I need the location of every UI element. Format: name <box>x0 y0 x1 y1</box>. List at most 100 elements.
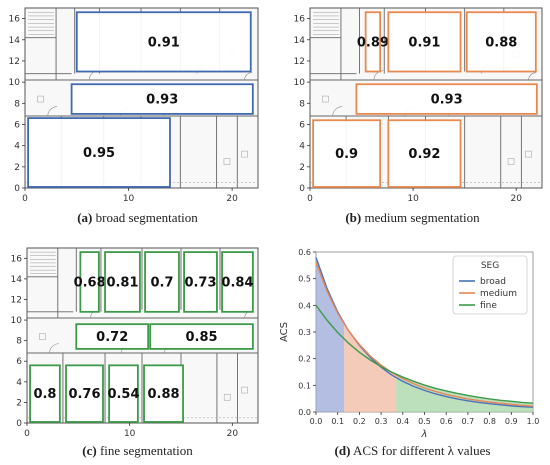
x-tick-label: 0.0 <box>310 417 323 426</box>
caption-a-text: broad segmentation <box>95 210 198 225</box>
y-tick-label: 12 <box>294 57 305 67</box>
x-tick-label: 0.9 <box>505 417 518 426</box>
fixture <box>223 393 231 401</box>
x-tick-label: 0 <box>307 194 313 204</box>
y-axis-label: ACS <box>279 322 290 342</box>
region-score-label: 0.91 <box>408 35 440 50</box>
region-box <box>221 251 254 313</box>
y-tick-label: 4 <box>299 142 305 152</box>
y-tick-label: 10 <box>9 78 21 88</box>
region-score-label: 0.93 <box>146 93 178 108</box>
x-tick-label: 0 <box>22 194 28 204</box>
y-tick-label: 0 <box>16 419 22 429</box>
x-tick-label: 0.7 <box>462 417 475 426</box>
fixture <box>223 158 231 165</box>
fixture <box>39 333 46 340</box>
caption-c: (c) fine segmentation <box>0 443 275 459</box>
region-score-label: 0.92 <box>408 147 440 162</box>
caption-d-text: ACS for different λ values <box>352 443 491 458</box>
region-box <box>355 83 538 115</box>
y-tick-label: 6 <box>299 120 305 130</box>
door-arc <box>49 343 59 354</box>
legend-box <box>452 255 528 315</box>
x-tick-label: 0.2 <box>353 417 366 426</box>
y-tick-label: 8 <box>299 99 305 109</box>
region-score-label: 0.84 <box>221 275 253 290</box>
y-tick-label: 0.2 <box>298 355 311 364</box>
floorplan-axes: 0 10 20 0 2 4 6 8 10 12 14 16 <box>11 254 239 439</box>
region-box <box>183 251 218 313</box>
fixture <box>507 158 515 165</box>
region-box <box>70 83 254 115</box>
segmentation-regions: 0.91 0.93 0.95 <box>27 11 254 188</box>
region-box <box>387 11 462 73</box>
region-score-label: 0.7 <box>150 275 173 290</box>
region-box <box>312 119 382 188</box>
y-tick-label: 2 <box>16 398 22 408</box>
y-tick-label: 12 <box>11 295 22 305</box>
shaded-region <box>344 323 397 412</box>
x-tick-label: 10 <box>407 194 419 204</box>
y-tick-label: 0.6 <box>298 248 311 257</box>
segmentation-regions: 0.89 0.91 0.88 0.93 0.9 0.92 <box>312 11 538 188</box>
y-tick-label: 4 <box>14 142 20 152</box>
fixture <box>322 95 329 103</box>
floorplan-axes: 0 10 20 0 2 4 6 8 10 12 14 16 <box>294 15 523 204</box>
y-tick-label: 14 <box>294 36 306 46</box>
caption-b-text: medium segmentation <box>364 210 480 225</box>
y-tick-label: 0 <box>14 184 20 194</box>
region-score-label: 0.91 <box>148 35 180 50</box>
region-box <box>104 251 141 313</box>
region-box <box>108 364 139 423</box>
region-score-label: 0.81 <box>106 275 138 290</box>
y-tick-label: 0 <box>299 184 305 194</box>
region-score-label: 0.68 <box>74 275 106 290</box>
y-tick-label: 0.0 <box>298 408 311 417</box>
y-tick-label: 4 <box>16 378 22 388</box>
region-score-label: 0.54 <box>107 387 139 402</box>
x-tick-label: 10 <box>124 429 136 439</box>
region-box <box>65 364 104 423</box>
x-tick-label: 0.3 <box>375 417 388 426</box>
x-axis-label: λ <box>421 429 428 440</box>
region-score-label: 0.95 <box>83 146 115 161</box>
legend-label: fine <box>480 301 497 311</box>
region-score-label: 0.85 <box>185 330 217 345</box>
caption-d-label: (d) <box>334 443 351 458</box>
caption-b: (b) medium segmentation <box>275 210 550 226</box>
floorplan-panel-c: 0.68 0.81 0.7 0.73 0.84 0.72 0.85 0.8 0.76 0.54 0.… <box>0 240 275 465</box>
y-tick-label: 14 <box>9 36 21 46</box>
legend-title: SEG <box>481 261 499 271</box>
legend-label: broad <box>480 277 506 287</box>
x-tick-label: 20 <box>227 429 239 439</box>
y-tick-label: 0.4 <box>298 301 311 310</box>
region-score-label: 0.72 <box>96 330 128 345</box>
caption-a-label: (a) <box>77 210 93 225</box>
floorplan-plot-b: 0.89 0.91 0.88 0.93 0.9 0.92 0 10 20 0 2 4 6 8 10 12 14 1… <box>294 7 543 204</box>
fixture <box>241 150 248 158</box>
caption-d: (d) ACS for different λ values <box>275 443 550 459</box>
series-line-medium <box>315 262 534 407</box>
region-box <box>27 117 171 188</box>
x-tick-label: 0.6 <box>440 417 453 426</box>
region-box <box>29 364 61 423</box>
region-box <box>79 251 100 313</box>
x-tick-label: 20 <box>226 194 238 204</box>
fixture <box>37 95 44 103</box>
y-tick-label: 10 <box>294 78 306 88</box>
floorplan-plot-c: 0.68 0.81 0.7 0.73 0.84 0.72 0.85 0.8 0.76 0.54 0.… <box>11 247 259 439</box>
acs-chart: 0.0 0.1 0.2 0.3 0.4 0.5 0.6 0.7 0.8 0.9 1.0 0.0 0.1 0… <box>279 248 539 440</box>
caption-c-text: fine segmentation <box>99 443 193 458</box>
y-tick-label: 16 <box>11 254 23 264</box>
caption-b-label: (b) <box>345 210 362 225</box>
door-arc <box>332 106 342 117</box>
caption-c-label: (c) <box>82 443 97 458</box>
floorplan-panel-a: 0.91 0.93 0.95 0 10 20 0 2 4 6 8 10 12 14 16 (a) broad… <box>0 0 275 230</box>
segmentation-regions: 0.68 0.81 0.7 0.73 0.84 0.72 0.85 0.8 0.76 0.54 0.… <box>29 251 254 423</box>
door-arc <box>244 72 252 81</box>
y-tick-label: 10 <box>11 316 23 326</box>
y-tick-label: 14 <box>11 275 23 285</box>
y-tick-label: 16 <box>9 15 21 25</box>
shaded-region <box>316 257 345 412</box>
y-tick-label: 16 <box>294 15 306 25</box>
